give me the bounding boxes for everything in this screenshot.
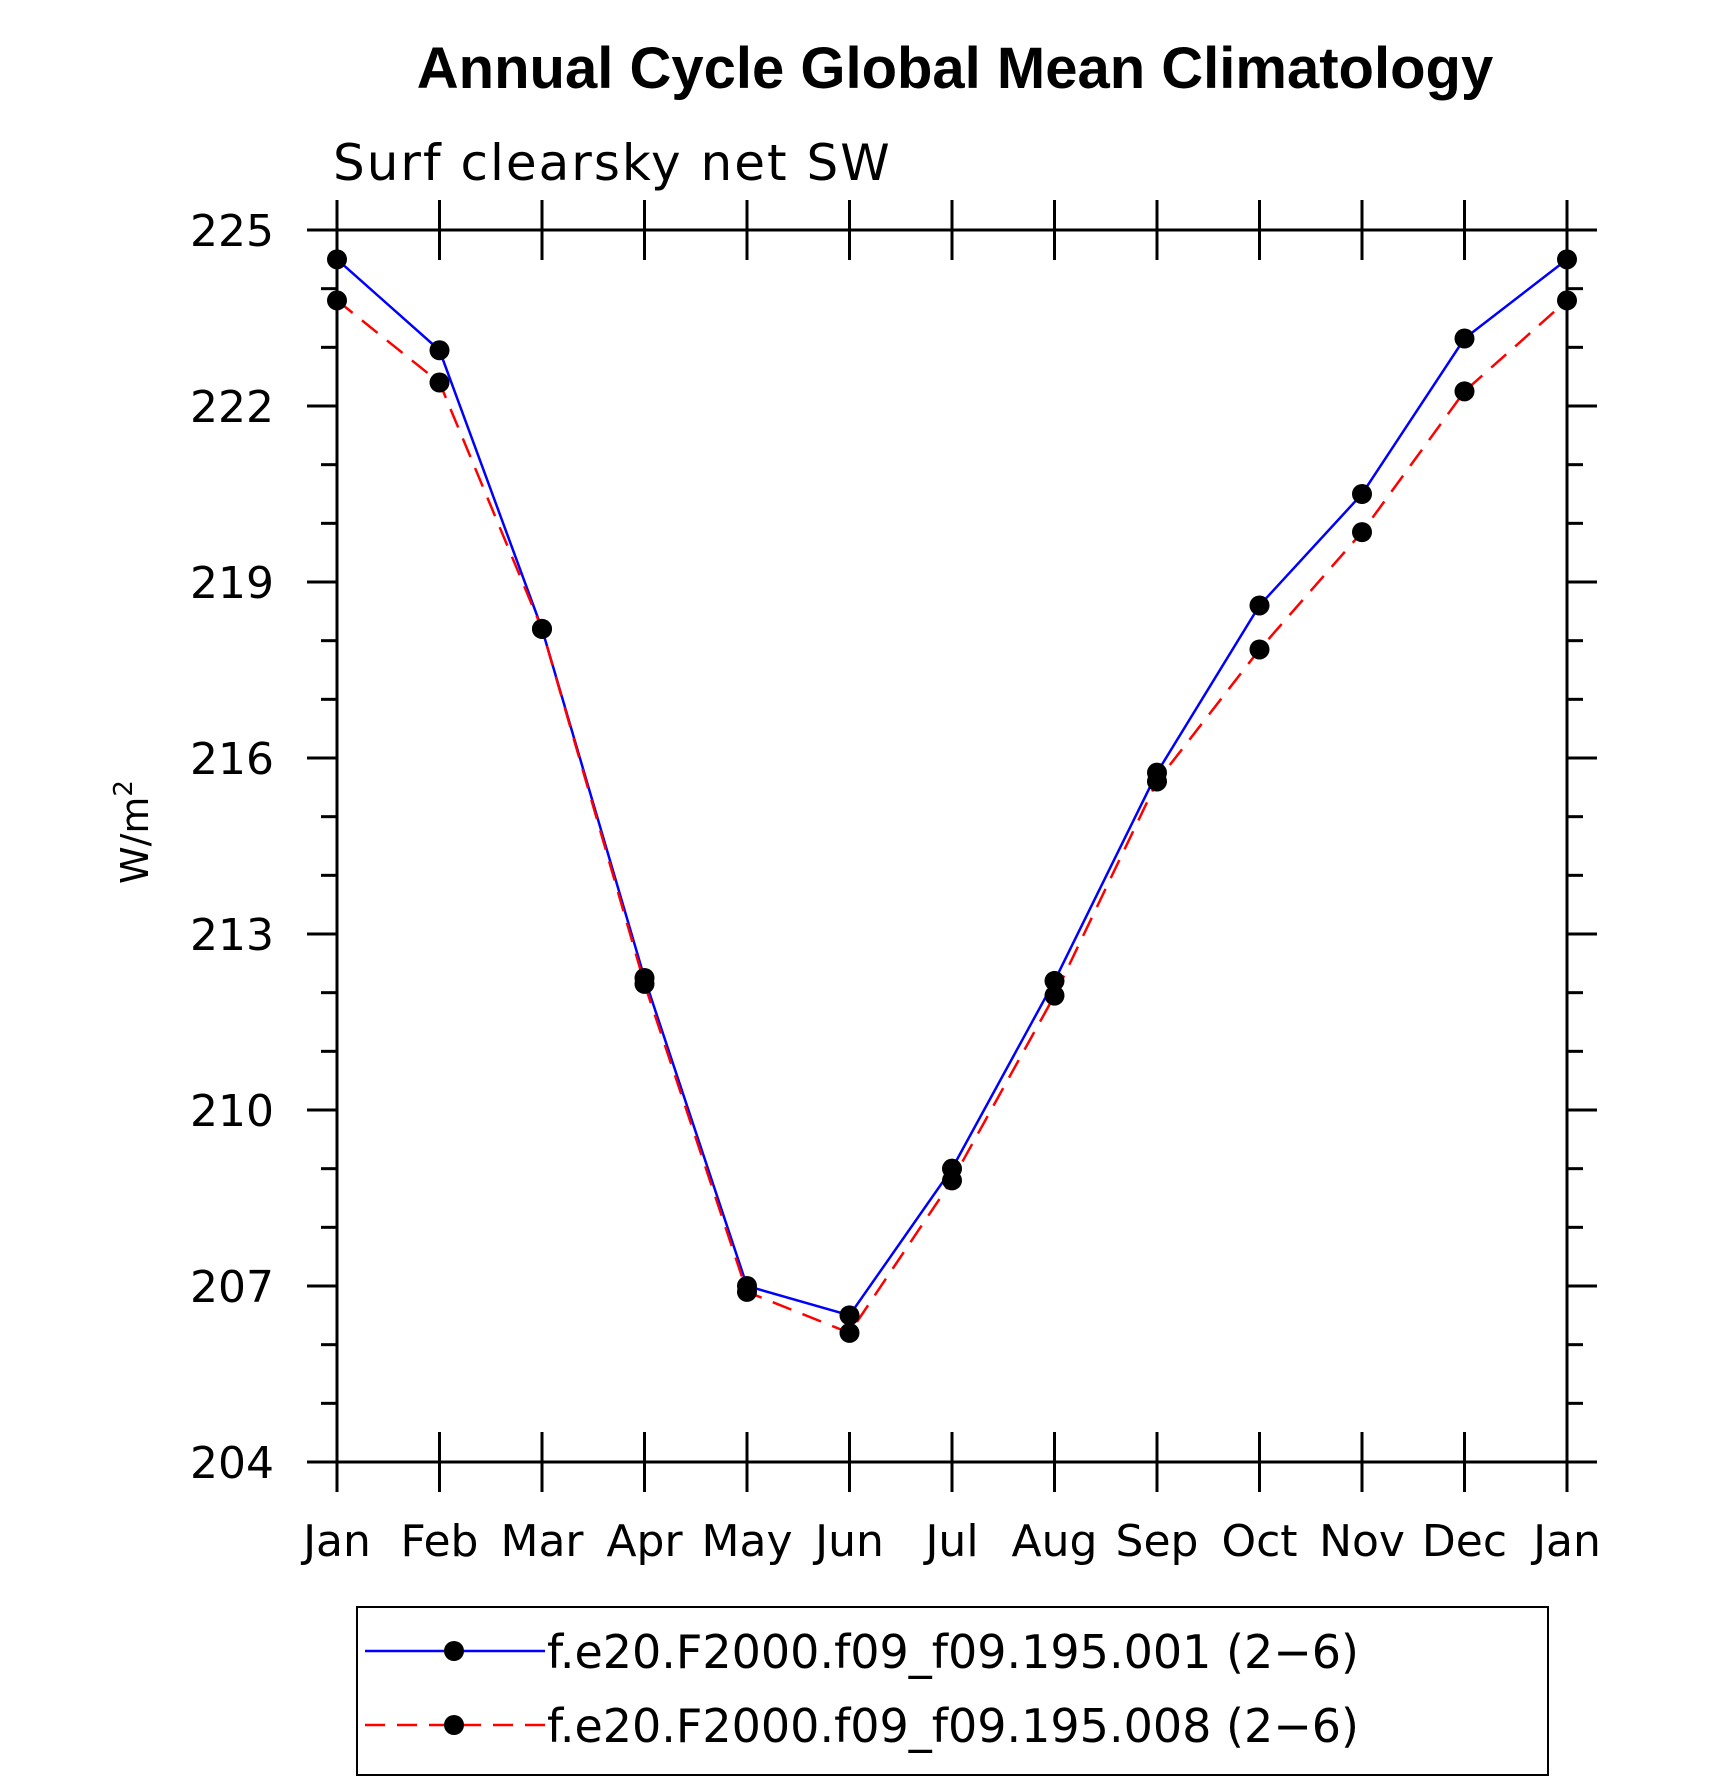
legend: f.e20.F2000.f09_f09.195.001 (2−6) f.e20.… <box>356 1606 1549 1776</box>
legend-marker-series-2 <box>444 1715 464 1735</box>
series-1-point <box>1352 484 1372 504</box>
x-tick-label: Jun <box>812 1516 884 1567</box>
x-tick-label: Apr <box>606 1516 683 1567</box>
x-tick-label: Feb <box>401 1516 479 1567</box>
series-line-1 <box>336 258 1568 1317</box>
plot-border <box>335 228 1569 1464</box>
series-1-point <box>1249 595 1270 616</box>
y-tick-label: 204 <box>190 1438 274 1489</box>
legend-label-series-1: f.e20.F2000.f09_f09.195.001 (2−6) <box>547 1625 1359 1679</box>
series-2-point <box>942 1170 962 1191</box>
series-2-point <box>1249 639 1270 660</box>
y-tick-label: 210 <box>190 1086 274 1137</box>
x-tick-label: Nov <box>1319 1516 1405 1567</box>
series-markers <box>327 249 1577 1343</box>
plot-frame <box>335 228 1569 1464</box>
series-2-point <box>1352 522 1372 543</box>
series-2-point <box>1454 381 1475 402</box>
y-axis-title: W/m2 <box>109 780 157 884</box>
series-2-point <box>1557 290 1577 311</box>
series-2-point <box>532 618 552 639</box>
y-tick-labels: 204 207 210 213 216 219 222 225 <box>190 206 274 1489</box>
y-tick-label: 219 <box>190 558 274 609</box>
chart-subtitle: Surf clearsky net SW <box>333 134 892 192</box>
x-tick-label: Aug <box>1012 1516 1098 1567</box>
series-2-point <box>1147 771 1167 792</box>
x-tick-label: May <box>702 1516 793 1567</box>
chart-title: Annual Cycle Global Mean Climatology <box>417 36 1493 101</box>
y-tick-label: 213 <box>190 910 274 961</box>
legend-marker-series-1 <box>444 1641 464 1661</box>
legend-box <box>356 1606 1549 1776</box>
series-2-point <box>429 372 450 393</box>
x-tick-label: Oct <box>1221 1516 1297 1567</box>
x-tick-label: Jan <box>1530 1516 1601 1567</box>
axis-ticks <box>307 200 1597 1492</box>
y-axis-label: W/m <box>113 797 157 884</box>
x-tick-label: Sep <box>1116 1516 1199 1567</box>
series-2-point <box>634 973 655 994</box>
series-1-point <box>1454 328 1475 349</box>
series-2-point <box>839 1322 860 1343</box>
series-1-point <box>327 249 347 270</box>
x-tick-label: Mar <box>500 1516 584 1567</box>
series-1-point <box>1044 970 1065 991</box>
y-tick-label: 216 <box>190 734 274 785</box>
x-tick-label: Dec <box>1422 1516 1507 1567</box>
y-tick-label: 207 <box>190 1262 274 1313</box>
series-2-point <box>327 290 347 311</box>
series-1-point <box>1557 249 1577 270</box>
y-tick-label: 225 <box>190 206 274 257</box>
series-1-point <box>839 1305 860 1326</box>
y-tick-label: 222 <box>190 382 274 433</box>
x-tick-label: Jul <box>922 1516 978 1567</box>
svg-text:W/m2: W/m2 <box>109 780 157 884</box>
x-tick-label: Jan <box>300 1516 371 1567</box>
y-axis-label-superscript: 2 <box>109 780 139 797</box>
series-2-point <box>737 1281 757 1302</box>
x-tick-labels: Jan Feb Mar Apr May Jun Jul Aug Sep Oct Nov Dec Jan <box>300 1516 1601 1567</box>
series-2-point <box>1044 985 1065 1006</box>
series-1-point <box>429 340 450 361</box>
legend-label-series-2: f.e20.F2000.f09_f09.195.008 (2−6) <box>547 1699 1359 1753</box>
